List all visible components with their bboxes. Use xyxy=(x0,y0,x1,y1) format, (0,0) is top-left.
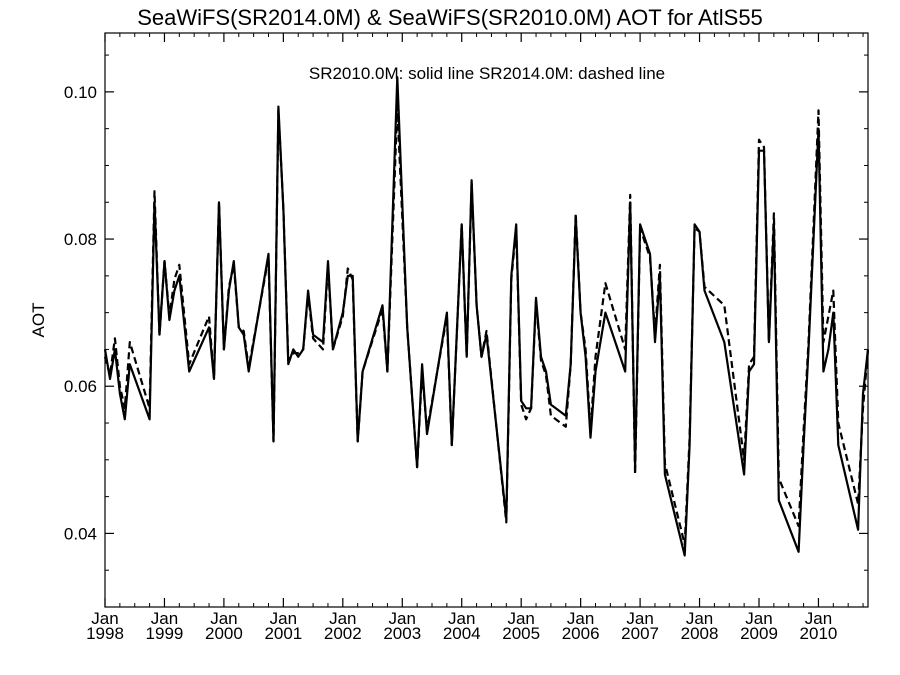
x-tick-year-label: 1998 xyxy=(86,624,124,643)
x-axis: Jan1998Jan1999Jan2000Jan2001Jan2002Jan20… xyxy=(86,33,864,643)
x-tick-month-label: Jan xyxy=(210,609,237,628)
x-tick-year-label: 2008 xyxy=(681,624,719,643)
x-tick-year-label: 2007 xyxy=(621,624,659,643)
chart-title: SeaWiFS(SR2014.0M) & SeaWiFS(SR2010.0M) … xyxy=(137,5,763,30)
x-tick-month-label: Jan xyxy=(151,609,178,628)
x-tick-month-label: Jan xyxy=(745,609,772,628)
x-tick-year-label: 2004 xyxy=(443,624,481,643)
x-tick-month-label: Jan xyxy=(270,609,297,628)
y-tick-label: 0.08 xyxy=(64,230,97,249)
series-line-sr2010-0m xyxy=(103,76,870,557)
y-tick-label: 0.06 xyxy=(64,377,97,396)
y-tick-label: 0.04 xyxy=(64,524,97,543)
x-tick-year-label: 2010 xyxy=(800,624,838,643)
x-tick-year-label: 2005 xyxy=(502,624,540,643)
series-line-sr2014-0m xyxy=(103,105,870,546)
x-tick-year-label: 1999 xyxy=(146,624,184,643)
x-tick-year-label: 2003 xyxy=(383,624,421,643)
x-tick-year-label: 2002 xyxy=(324,624,362,643)
x-tick-month-label: Jan xyxy=(507,609,534,628)
x-tick-year-label: 2006 xyxy=(562,624,600,643)
plot-frame xyxy=(104,32,869,608)
series-style-annotation: SR2010.0M: solid line SR2014.0M: dashed … xyxy=(309,64,665,83)
x-tick-month-label: Jan xyxy=(91,609,118,628)
x-tick-year-label: 2009 xyxy=(740,624,778,643)
y-tick-label: 0.10 xyxy=(64,83,97,102)
x-tick-year-label: 2001 xyxy=(264,624,302,643)
x-tick-month-label: Jan xyxy=(567,609,594,628)
x-tick-month-label: Jan xyxy=(448,609,475,628)
x-tick-month-label: Jan xyxy=(805,609,832,628)
x-tick-month-label: Jan xyxy=(626,609,653,628)
x-tick-month-label: Jan xyxy=(329,609,356,628)
x-tick-month-label: Jan xyxy=(686,609,713,628)
x-tick-month-label: Jan xyxy=(389,609,416,628)
y-axis-label: AOT xyxy=(29,303,48,338)
x-tick-year-label: 2000 xyxy=(205,624,243,643)
series-layer xyxy=(103,76,870,557)
